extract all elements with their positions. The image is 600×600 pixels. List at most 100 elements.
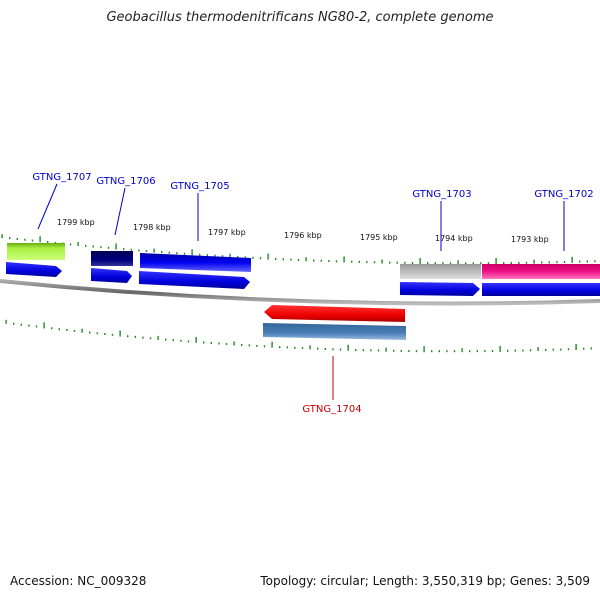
tick-mark xyxy=(199,253,201,256)
ruler-label: 1799 kbp xyxy=(57,218,95,227)
tick-mark xyxy=(560,348,562,351)
tick-mark xyxy=(77,242,79,247)
tick-mark xyxy=(35,325,38,328)
tick-mark xyxy=(237,256,239,258)
tick-mark xyxy=(423,346,425,353)
tick-mark xyxy=(142,336,144,339)
tick-mark xyxy=(320,259,322,262)
tick-mark xyxy=(241,344,243,346)
tick-mark xyxy=(229,253,231,258)
tick-mark xyxy=(522,349,524,352)
ruler-labels: 1799 kbp 1798 kbp 1797 kbp 1796 kbp 1795… xyxy=(57,218,549,244)
tick-mark xyxy=(438,350,440,353)
tick-mark xyxy=(279,346,281,349)
leader-line xyxy=(37,183,58,230)
tick-mark xyxy=(165,338,167,341)
cds-arrow[interactable] xyxy=(139,271,250,289)
tick-mark xyxy=(385,347,387,352)
tick-mark xyxy=(317,347,319,350)
genome-summary-text: Topology: circular; Length: 3,550,319 bp… xyxy=(260,574,590,588)
tick-mark xyxy=(484,350,486,353)
gene-GTNG_1702[interactable] xyxy=(482,264,600,279)
gene-GTNG_1705[interactable] xyxy=(140,253,251,272)
cds-arrow[interactable] xyxy=(482,283,600,296)
tick-mark xyxy=(400,349,402,352)
gene-GTNG_1706[interactable] xyxy=(91,251,133,266)
cds-arrow-reverse[interactable] xyxy=(264,305,405,322)
tick-mark xyxy=(111,333,114,336)
gene-label[interactable]: GTNG_1702 xyxy=(534,189,593,200)
tick-mark xyxy=(180,339,182,342)
tick-mark xyxy=(389,261,391,264)
label-leader-lines xyxy=(37,183,565,400)
tick-marks xyxy=(1,234,596,353)
tick-mark xyxy=(297,258,300,261)
tick-mark xyxy=(446,350,448,353)
tick-mark xyxy=(590,347,592,350)
cds-arrow[interactable] xyxy=(400,282,480,296)
gene-label[interactable]: GTNG_1707 xyxy=(32,172,91,183)
cds-arrow[interactable] xyxy=(6,262,62,277)
tick-mark xyxy=(309,345,311,350)
ruler-label: 1797 kbp xyxy=(208,228,246,237)
tick-mark xyxy=(548,261,550,264)
gene-label[interactable]: GTNG_1705 xyxy=(170,181,229,192)
tick-mark xyxy=(176,252,178,255)
tick-mark xyxy=(282,258,284,261)
tick-mark xyxy=(92,245,94,248)
tick-mark xyxy=(571,256,573,263)
gene-track xyxy=(7,243,600,279)
tick-mark xyxy=(127,335,129,338)
leader-line xyxy=(114,187,126,236)
tick-mark xyxy=(457,260,459,265)
tick-mark xyxy=(85,244,87,247)
tick-mark xyxy=(343,256,345,263)
tick-mark xyxy=(81,328,83,333)
gene-label[interactable]: GTNG_1704 xyxy=(302,404,361,415)
tick-mark xyxy=(39,236,41,243)
tick-mark xyxy=(537,347,539,352)
tick-mark xyxy=(503,262,505,265)
accession-text: Accession: NC_009328 xyxy=(10,574,147,588)
tick-mark xyxy=(499,345,501,352)
tick-mark xyxy=(575,344,577,350)
tick-mark xyxy=(157,335,159,340)
tick-mark xyxy=(5,319,7,324)
tick-mark xyxy=(256,344,258,347)
tick-mark xyxy=(51,327,53,330)
gene-GTNG_1707[interactable] xyxy=(7,243,65,260)
tick-mark xyxy=(138,249,140,252)
tick-mark xyxy=(313,259,315,262)
tick-mark xyxy=(373,261,376,264)
tick-mark xyxy=(461,348,463,353)
ruler-label: 1795 kbp xyxy=(360,233,398,242)
gene-GTNG_1704[interactable] xyxy=(263,323,406,340)
tick-mark xyxy=(73,329,76,332)
gene-GTNG_1703[interactable] xyxy=(400,264,481,279)
tick-mark xyxy=(191,249,193,256)
tick-mark xyxy=(221,255,224,258)
genome-backbone xyxy=(0,279,600,306)
tick-mark xyxy=(449,262,452,265)
tick-mark xyxy=(453,350,456,353)
tick-mark xyxy=(305,257,307,262)
tick-mark xyxy=(130,248,132,251)
tick-mark xyxy=(210,342,212,344)
tick-mark xyxy=(419,258,421,264)
tick-mark xyxy=(347,344,349,351)
tick-mark xyxy=(286,346,288,349)
tick-mark xyxy=(514,349,516,352)
gene-label[interactable]: GTNG_1703 xyxy=(412,189,471,200)
tick-mark xyxy=(203,341,205,344)
tick-mark xyxy=(119,330,121,337)
tick-mark xyxy=(13,322,15,325)
tick-mark xyxy=(115,243,117,250)
tick-mark xyxy=(408,350,410,352)
cds-forward-track xyxy=(6,262,600,296)
tick-mark xyxy=(431,350,433,353)
gene-label[interactable]: GTNG_1706 xyxy=(96,176,155,187)
cds-arrow[interactable] xyxy=(91,268,132,283)
tick-mark xyxy=(134,335,136,338)
tick-mark xyxy=(104,333,106,335)
